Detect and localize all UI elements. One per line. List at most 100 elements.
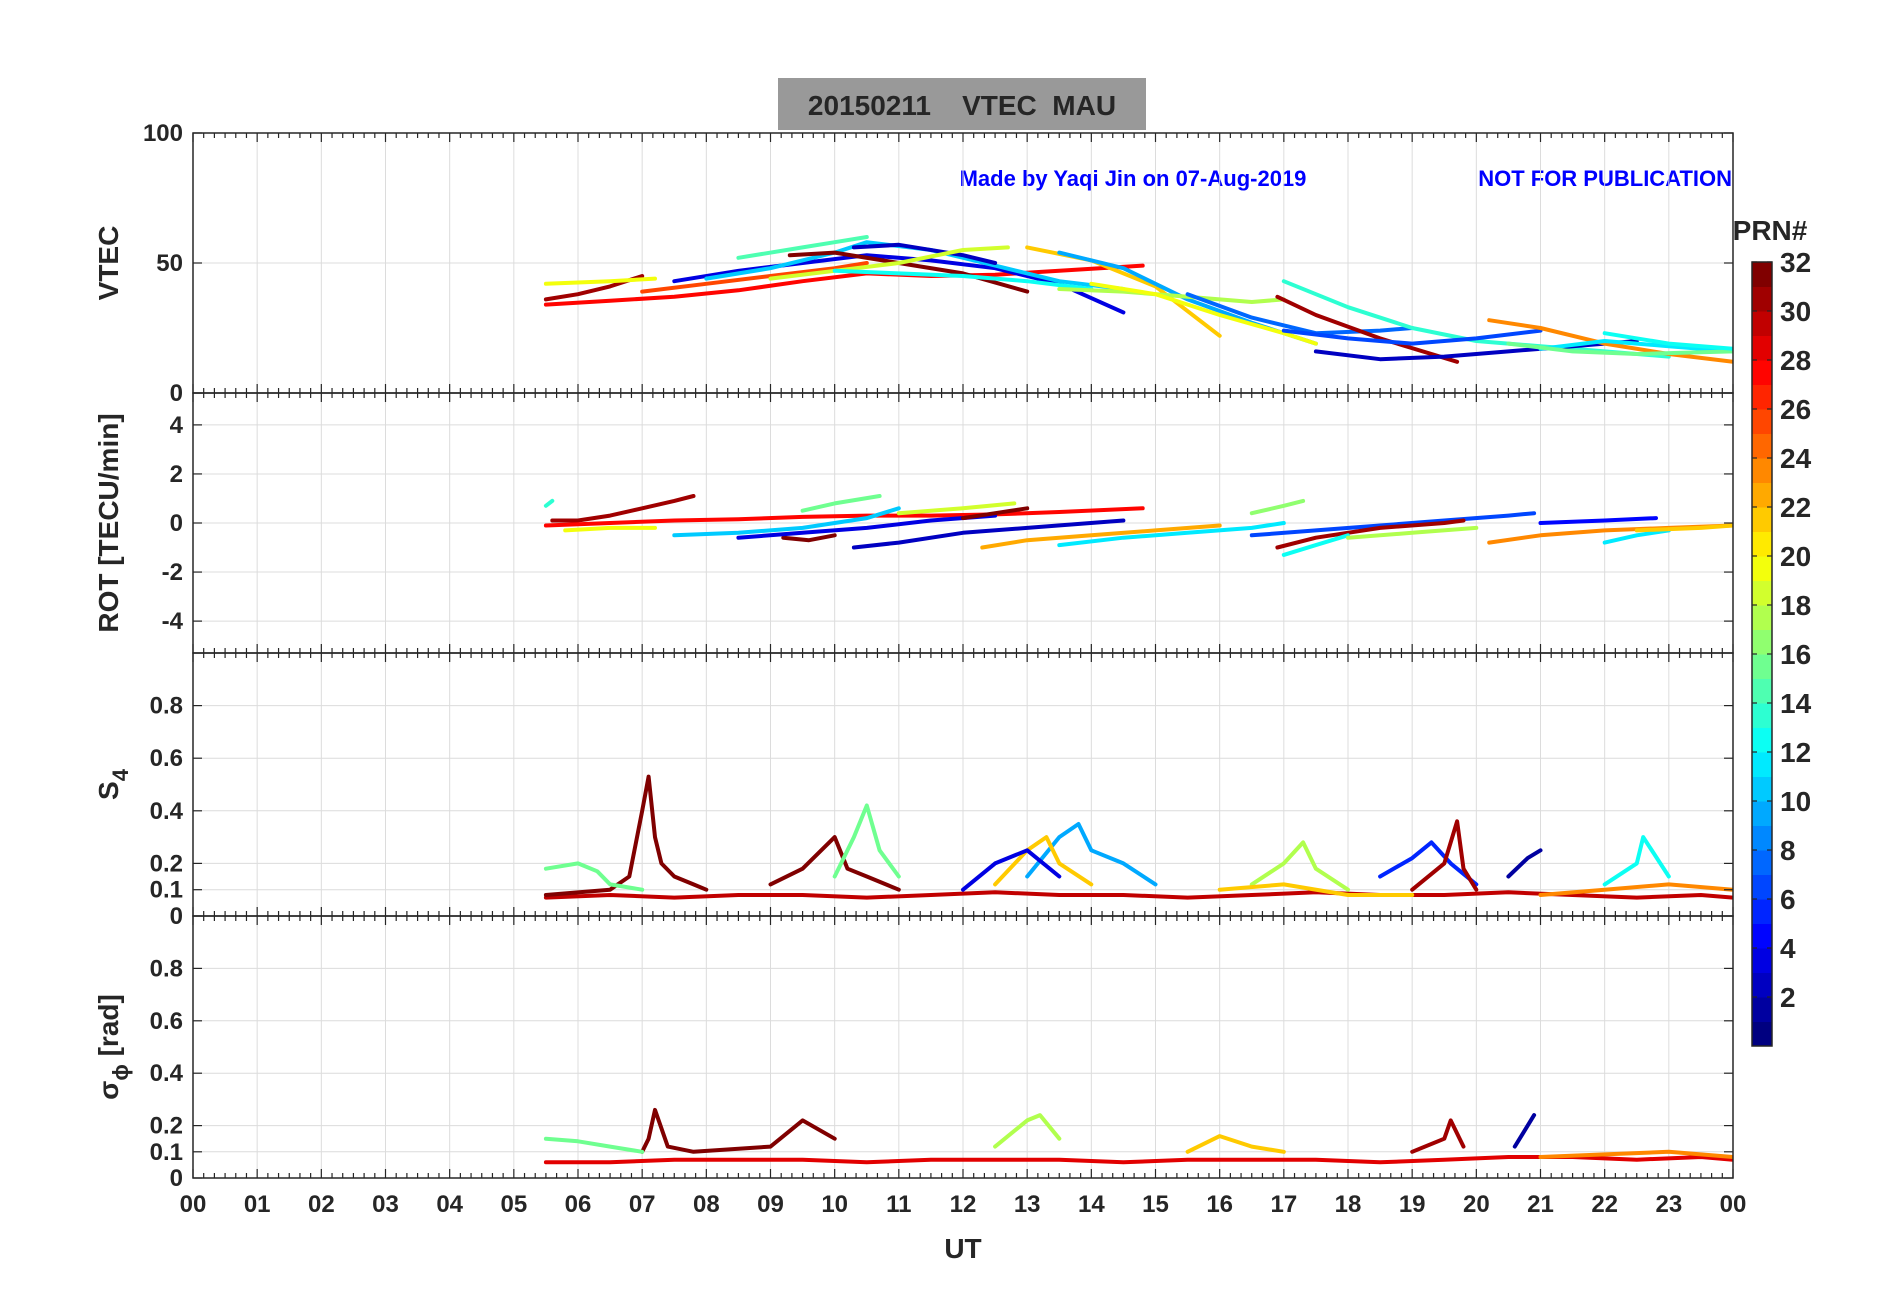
series-prn-23 xyxy=(980,523,1222,550)
x-tick-label: 23 xyxy=(1655,1191,1682,1218)
y-tick-label: 0.4 xyxy=(150,798,184,825)
series-prn-16 xyxy=(832,803,901,879)
colorbar-segment xyxy=(1752,458,1772,483)
panel-sigma_phi: 00.10.2 0.4 0.6 0.8 σϕ [rad] xyxy=(93,915,1734,1192)
series-prn-32 xyxy=(640,1107,837,1154)
series-prn-19 xyxy=(896,501,1017,516)
colorbar-segment xyxy=(1752,776,1772,802)
x-axis-label: UT xyxy=(944,1233,981,1264)
colorbar-segment xyxy=(1752,433,1772,459)
colorbar-tick-label: 14 xyxy=(1780,688,1812,719)
x-tick-label: 13 xyxy=(1014,1191,1041,1218)
series-prn-24 xyxy=(1538,882,1733,897)
y-tick-label: 100 xyxy=(143,120,183,147)
series-prn-22 xyxy=(1634,523,1733,533)
colorbar-label: PRN# xyxy=(1733,215,1808,246)
series-prn-32 xyxy=(768,835,901,892)
series-prn-16 xyxy=(1506,341,1733,356)
colorbar-segment xyxy=(1752,384,1772,410)
series-prn-4 xyxy=(672,253,1126,315)
colorbar-segment xyxy=(1752,482,1772,508)
series-prn-19 xyxy=(768,245,1010,281)
series-prn-20 xyxy=(1089,281,1318,346)
series-prn-20 xyxy=(563,525,657,533)
y-tick-label: 0 xyxy=(170,510,183,537)
series-prn-31 xyxy=(1275,294,1460,364)
colorbar-segment xyxy=(1752,507,1772,532)
series-prn-13 xyxy=(1602,331,1733,351)
y-tick-label: 0 xyxy=(170,380,183,407)
colorbar-segment xyxy=(1752,311,1772,336)
y-tick-label: -4 xyxy=(162,608,184,635)
colorbar-segment xyxy=(1752,360,1772,385)
colorbar-segment xyxy=(1752,801,1772,826)
x-tick-label: 06 xyxy=(565,1191,592,1218)
colorbar-tick-label: 6 xyxy=(1780,884,1796,915)
colorbar-segment xyxy=(1752,727,1772,753)
x-tick-label: 09 xyxy=(757,1191,784,1218)
series-prn-18 xyxy=(1346,525,1479,540)
series-prn-4 xyxy=(736,513,998,540)
colorbar-segment xyxy=(1752,654,1772,679)
watermark-author: Made by Yaqi Jin on 07-Aug-2019 xyxy=(960,166,1307,191)
series-prn-26 xyxy=(640,261,869,294)
series-prn-14 xyxy=(543,498,555,508)
x-tick-label: 07 xyxy=(629,1191,656,1218)
title-background xyxy=(778,78,1146,130)
series-prn-18 xyxy=(993,1113,1062,1149)
series-prn-12 xyxy=(1057,521,1286,548)
series-prn-31 xyxy=(1410,819,1479,892)
colorbar-tick-label: 22 xyxy=(1780,492,1811,523)
colorbar-segment xyxy=(1752,678,1772,704)
panel-vtec: 0 50 100 VTEC xyxy=(93,120,1734,407)
y-axis-label: σϕ [rad] xyxy=(93,994,133,1100)
colorbar-tick-label: 8 xyxy=(1780,835,1796,866)
colorbar-tick-label: 12 xyxy=(1780,737,1811,768)
series-group xyxy=(543,235,1733,364)
colorbar-segment xyxy=(1752,899,1772,924)
colorbar-segment xyxy=(1752,923,1772,949)
panel-s4: 00.10.2 0.4 0.6 0.8 S4 xyxy=(93,652,1734,930)
series-prn-6 xyxy=(1378,840,1479,887)
series-prn-16 xyxy=(543,1136,645,1154)
x-tick-label: 18 xyxy=(1335,1191,1362,1218)
series-prn-28 xyxy=(543,506,1145,528)
colorbar-segment xyxy=(1752,580,1772,606)
x-axis: 00 01 02 03 04 05 06 07 08 09 10 11 12 13 14 15 16 17 18 19… xyxy=(180,1191,1747,1264)
colorbar-segment xyxy=(1752,531,1772,557)
series-group xyxy=(543,774,1733,900)
series-prn-32 xyxy=(781,533,837,543)
colorbar-tick-label: 32 xyxy=(1780,247,1811,278)
colorbar-tick-label: 26 xyxy=(1780,394,1811,425)
x-tick-label: 20 xyxy=(1463,1191,1490,1218)
series-prn-3 xyxy=(851,242,998,265)
y-axis-label: ROT [TECU/min] xyxy=(93,413,124,632)
x-tick-label: 00 xyxy=(1720,1191,1747,1218)
colorbar-tick-label: 16 xyxy=(1780,639,1811,670)
y-tick-label: 0.1 xyxy=(150,877,183,904)
series-group xyxy=(543,1107,1733,1165)
y-tick-label: 2 xyxy=(170,461,183,488)
series-prn-10 xyxy=(1025,822,1158,887)
series-prn-32 xyxy=(543,774,709,897)
colorbar-segment xyxy=(1752,752,1772,777)
series-prn-18 xyxy=(1249,840,1350,892)
x-tick-label: 21 xyxy=(1527,1191,1554,1218)
y-tick-label: -2 xyxy=(162,559,183,586)
x-tick-label: 04 xyxy=(436,1191,463,1218)
colorbar-segment xyxy=(1752,972,1772,998)
x-tick-label: 17 xyxy=(1270,1191,1297,1218)
series-prn-32 xyxy=(961,506,1030,521)
colorbar-segment xyxy=(1752,409,1772,434)
colorbar-segment xyxy=(1752,556,1772,581)
y-tick-label: 0 xyxy=(170,1165,183,1192)
series-prn-31 xyxy=(1275,518,1466,550)
series-prn-16 xyxy=(800,494,882,513)
series-prn-31 xyxy=(1410,1118,1466,1154)
y-tick-label: 0.4 xyxy=(150,1060,184,1087)
series-prn-24 xyxy=(1538,1149,1733,1159)
colorbar-tick-label: 2 xyxy=(1780,982,1796,1013)
series-prn-4 xyxy=(961,848,1062,892)
series-prn-22 xyxy=(1217,882,1415,897)
